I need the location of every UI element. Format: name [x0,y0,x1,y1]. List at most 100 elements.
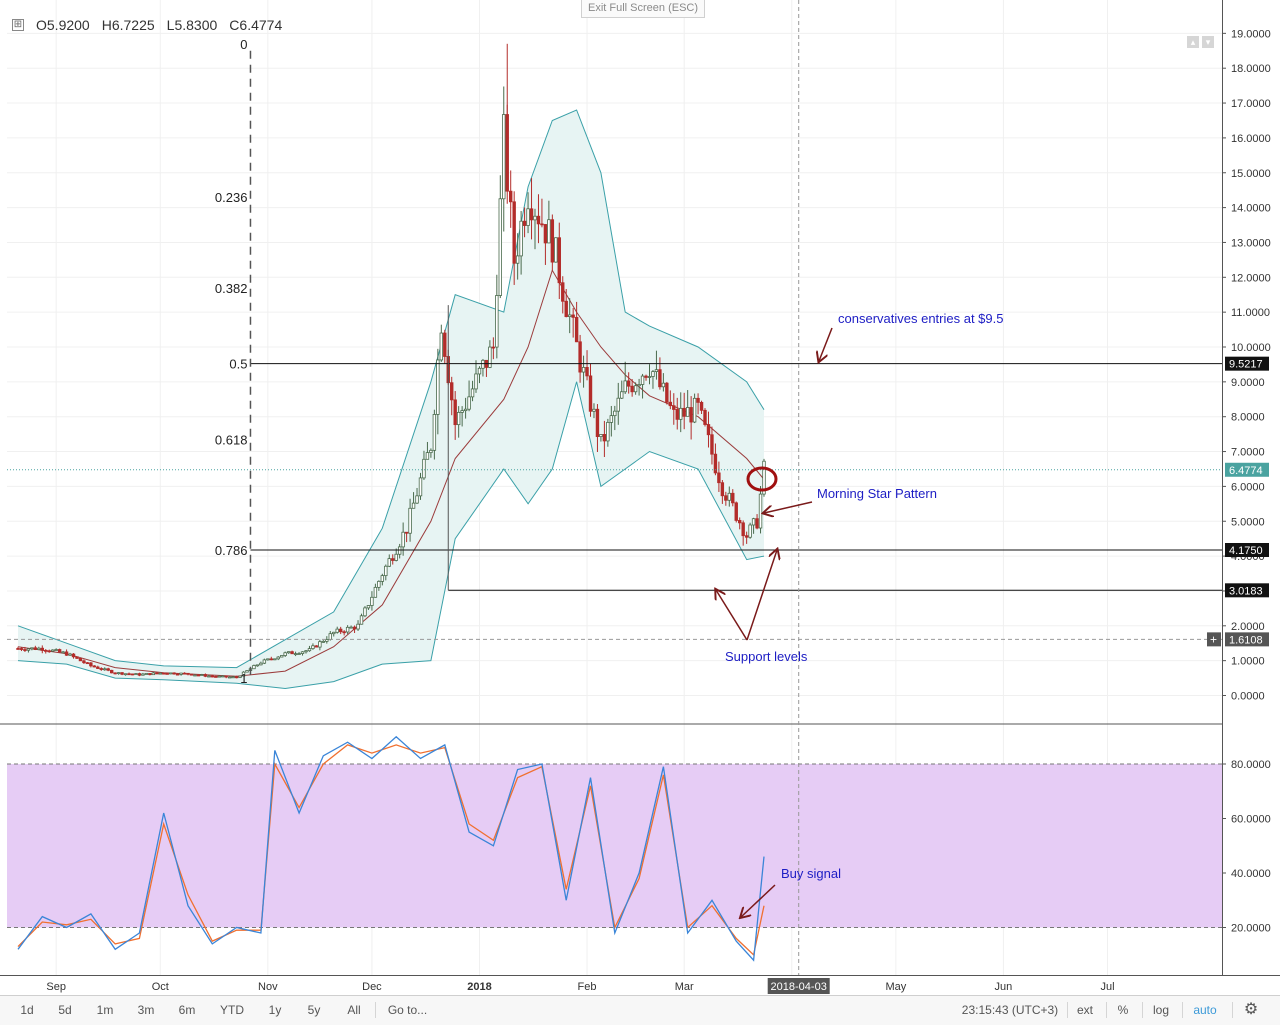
candle-body [699,401,704,411]
candle-body [203,674,208,677]
percent-scale-button[interactable]: % [1117,1003,1129,1017]
candle-body [668,401,673,407]
candle-body [651,371,655,377]
candle-body [613,410,617,417]
candle-body [262,659,267,664]
candle-body [456,411,461,426]
candle-body [408,507,412,534]
gear-icon[interactable]: ⚙ [1243,1001,1259,1018]
candle-body [748,524,752,538]
annotation-buy-signal: Buy signal [781,866,841,881]
price-tick-label: 18.0000 [1231,63,1271,75]
candle-body [155,672,159,675]
candle-body [227,676,232,679]
candle-body [241,671,246,677]
annotation-support: Support levels [725,649,808,664]
collapse-legend-icon[interactable]: ⊞ [12,19,24,31]
candle-body [325,639,329,642]
range-all-button[interactable]: All [347,1003,361,1017]
candle-body [377,580,381,588]
range-5y-button[interactable]: 5y [307,1003,321,1017]
candle-body [647,376,652,378]
crosshair-date-tag [767,978,830,994]
candle-body [450,382,454,401]
candle-body [130,673,135,676]
candle-body [214,676,218,678]
stoch-k-line [17,735,765,962]
candle-body [731,492,735,504]
price-tick-label: 19.0000 [1231,28,1271,40]
extended-hours-button[interactable]: ext [1076,1003,1093,1017]
candle-body [283,652,287,656]
candle-body [460,410,464,413]
candle-body [280,655,284,658]
range-5d-button[interactable]: 5d [58,1003,72,1017]
stoch-d-line [17,744,765,957]
pane-collapse-icon[interactable]: ▴ [1187,36,1199,48]
candle-body [661,382,666,388]
ohlc-legend: ⊞ O5.9200 H6.7225 L5.8300 C6.4774 [12,17,282,33]
candle-body [189,673,194,676]
candle-body [148,673,152,676]
candle-body [61,651,65,654]
candle-body [370,596,374,606]
ohlc-high: H6.7225 [101,17,155,33]
candle-body [644,375,648,378]
candle-body [547,219,551,244]
range-1d-button[interactable]: 1d [20,1003,34,1017]
price-tick-label: 13.0000 [1231,237,1271,249]
candle-body [439,332,444,361]
candle-body [234,676,239,679]
price-tag [1225,632,1269,647]
log-scale-button[interactable]: log [1152,1003,1169,1017]
candle-body [713,453,718,474]
candle-body [345,626,350,633]
bollinger-lower [17,381,765,690]
candle-body [467,396,471,410]
price-tag-label: 9.5217 [1229,359,1263,371]
candle-body [44,649,48,652]
range-ytd-button[interactable]: YTD [220,1003,244,1017]
candle-body [616,397,620,412]
candle-body [533,215,537,221]
candle-body [338,628,343,633]
arrow-morning-star [764,501,813,513]
candle-body [26,648,31,651]
candle-body [557,237,561,284]
range-1m-button[interactable]: 1m [96,1003,114,1017]
stochastic-pane [7,735,1222,962]
pane-maximize-icon[interactable]: ▾ [1202,36,1214,48]
time-tick-label: May [885,981,906,993]
stoch-overbought-oversold-zone [7,764,1222,928]
exit-fullscreen-button[interactable]: Exit Full Screen (ESC) [581,0,705,18]
auto-scale-button[interactable]: auto [1193,1003,1217,1017]
candle-body [599,434,603,438]
price-tick-label: 11.0000 [1231,307,1270,319]
candle-body [207,675,211,678]
candle-body [588,375,593,412]
range-6m-button[interactable]: 6m [178,1003,196,1017]
candle-body [567,314,572,318]
candle-body [40,647,44,651]
pane-tools: ▴ ▾ [1187,36,1214,48]
price-axis-background [1223,0,1280,975]
candle-body [245,670,249,673]
goto-date-button[interactable]: Go to... [387,1003,428,1017]
candle-body [276,656,280,660]
candle-body [116,672,121,675]
horizontal-lines [7,0,1222,975]
range-3m-button[interactable]: 3m [137,1003,155,1017]
annotation-morning-star: Morning Star Pattern [817,486,937,501]
price-tick-label: 15.0000 [1231,168,1271,180]
candle-body [574,316,579,343]
candle-body [692,397,697,423]
candle-body [137,673,142,676]
chart-canvas[interactable]: 0 0.236 0.382 0.5 0.618 0.786 1 conservatives … [0,0,1280,995]
stoch-tick-label: 80.0000 [1231,759,1271,771]
candle-body [328,633,332,640]
candle-body [453,399,457,426]
candle-body [630,385,634,393]
crosshair-date-label: 2018-04-03 [771,981,827,993]
price-tick-label: 8.0000 [1231,412,1265,424]
range-1y-button[interactable]: 1y [268,1003,282,1017]
